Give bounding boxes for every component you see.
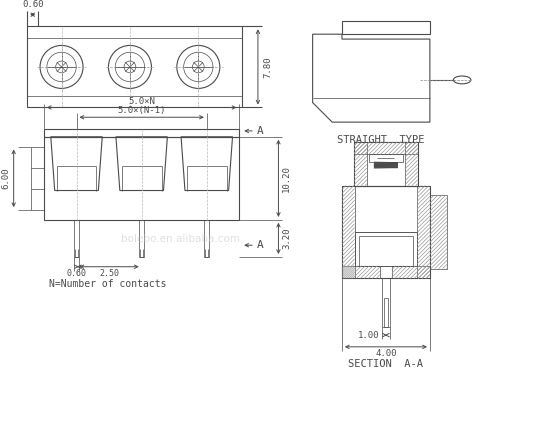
Bar	[342, 20, 430, 34]
Bar	[369, 154, 403, 162]
Text: A: A	[257, 240, 264, 250]
Bar	[139, 220, 144, 257]
Bar	[342, 186, 430, 278]
Text: SECTION  A-A: SECTION A-A	[348, 360, 423, 369]
Bar	[417, 186, 430, 278]
Bar	[74, 220, 79, 257]
Bar	[355, 232, 417, 266]
Text: STRAIGHT  TYPE: STRAIGHT TYPE	[337, 135, 425, 145]
Text: 10.20: 10.20	[282, 165, 291, 192]
Bar	[392, 266, 430, 278]
Bar	[28, 26, 242, 108]
Text: 5.0×N: 5.0×N	[128, 96, 155, 105]
Text: 6.00: 6.00	[2, 167, 10, 189]
Text: N=Number of contacts: N=Number of contacts	[49, 279, 166, 289]
Text: 7.80: 7.80	[264, 56, 273, 78]
Bar	[31, 147, 44, 210]
Text: 2.50: 2.50	[99, 269, 119, 278]
Bar	[342, 186, 355, 278]
Bar	[44, 129, 239, 137]
Bar	[354, 142, 418, 154]
Text: 3.20: 3.20	[282, 228, 291, 249]
Bar	[382, 278, 390, 327]
Text: 5.0×(N-1): 5.0×(N-1)	[117, 106, 166, 115]
Bar	[384, 298, 388, 327]
Bar	[430, 196, 447, 269]
Text: bolebo.en.alibaba.com: bolebo.en.alibaba.com	[121, 234, 240, 244]
Text: 0.60: 0.60	[22, 0, 44, 9]
Bar	[405, 142, 418, 186]
Text: A: A	[257, 126, 264, 136]
Bar	[342, 266, 380, 278]
Bar	[354, 142, 367, 186]
Text: 4.00: 4.00	[375, 349, 397, 358]
Bar	[44, 137, 239, 220]
Bar	[354, 142, 418, 186]
Text: 1.00: 1.00	[358, 331, 379, 340]
Bar	[204, 220, 209, 257]
Text: 0.60: 0.60	[67, 269, 87, 278]
Bar	[359, 236, 413, 266]
